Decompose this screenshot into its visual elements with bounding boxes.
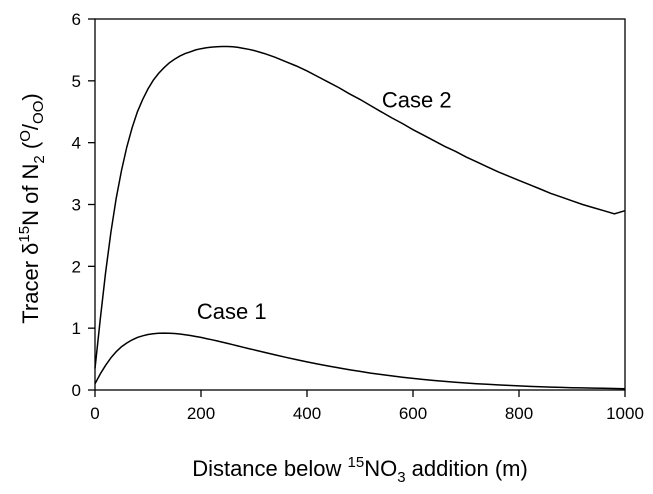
y-axis-title-open-paren: ( [18,141,43,155]
y-axis-title-main: N of N [18,164,43,226]
series-label-2: Case 2 [382,87,452,112]
x-axis-title-subscript: 3 [397,469,405,486]
series-labels: Case 1 Case 2 [197,87,452,323]
series-line-1 [94,332,626,390]
y-axis: 0 1 2 3 4 5 6 [72,10,95,400]
y-tick-label: 2 [72,257,81,276]
x-tick-label: 800 [505,404,533,423]
y-axis-title-subscript: 2 [31,155,48,163]
y-tick-label: 1 [72,319,81,338]
x-axis-title-main: NO [364,456,397,481]
permil-subscript: OO [30,101,47,124]
y-tick-label: 5 [72,72,81,91]
series-lines [94,45,626,390]
y-axis-title-prefix: Tracer δ [18,243,43,324]
permil-slash: / [18,123,43,130]
y-tick-label: 3 [72,196,81,215]
y-tick-label: 6 [72,10,81,29]
x-tick-label: 200 [187,404,215,423]
y-axis-title-superscript: 15 [16,226,33,243]
y-axis-title: Tracer δ15N of N2 (O/OO) [16,93,48,323]
x-tick-label: 600 [399,404,427,423]
y-axis-title-close-paren: ) [18,93,43,100]
x-axis-title: Distance below 15NO3 addition (m) [192,454,528,486]
series-line-2 [94,45,626,369]
x-axis: 0 200 400 600 800 1000 [90,390,644,423]
y-tick-label: 4 [72,134,81,153]
y-tick-label: 0 [72,381,81,400]
x-tick-label: 1000 [606,404,644,423]
x-tick-label: 400 [293,404,321,423]
plot-area-frame [94,18,626,391]
x-axis-title-prefix: Distance below [192,456,347,481]
x-tick-label: 0 [90,404,99,423]
x-axis-title-suffix: addition (m) [406,456,528,481]
x-axis-title-superscript: 15 [348,454,365,471]
series-label-1: Case 1 [197,299,267,324]
permil-superscript: O [17,130,34,142]
